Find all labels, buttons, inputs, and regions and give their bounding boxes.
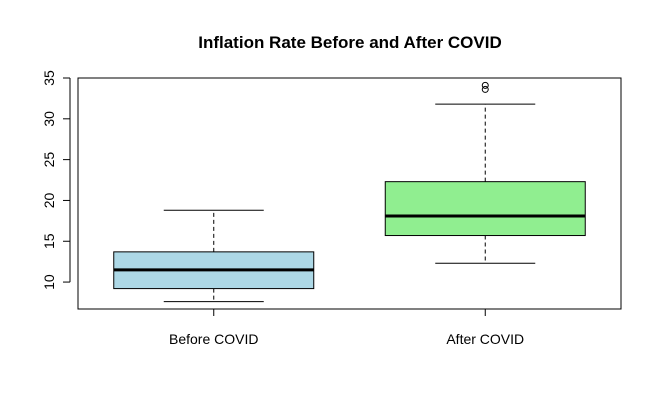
chart-title: Inflation Rate Before and After COVID bbox=[198, 33, 502, 52]
box-2 bbox=[384, 81, 586, 264]
y-axis: 10 15 20 25 30 35 bbox=[41, 70, 71, 290]
box-1 bbox=[113, 209, 315, 303]
plot-frame bbox=[77, 77, 622, 310]
y-tick-label-30: 30 bbox=[41, 111, 57, 127]
y-tick-label-25: 25 bbox=[41, 152, 57, 168]
outlier-point-2 bbox=[481, 81, 489, 89]
iqr-box bbox=[384, 181, 586, 237]
x-tick-label-1: Before COVID bbox=[169, 331, 258, 347]
y-tick-label-35: 35 bbox=[41, 70, 57, 86]
outlier-point-1 bbox=[481, 85, 489, 93]
x-axis: Before COVID After COVID bbox=[169, 309, 524, 347]
y-tick-label-15: 15 bbox=[41, 233, 57, 249]
boxes bbox=[113, 81, 586, 303]
x-tick-label-2: After COVID bbox=[446, 331, 524, 347]
y-tick-label-10: 10 bbox=[41, 274, 57, 290]
y-tick-label-20: 20 bbox=[41, 192, 57, 208]
